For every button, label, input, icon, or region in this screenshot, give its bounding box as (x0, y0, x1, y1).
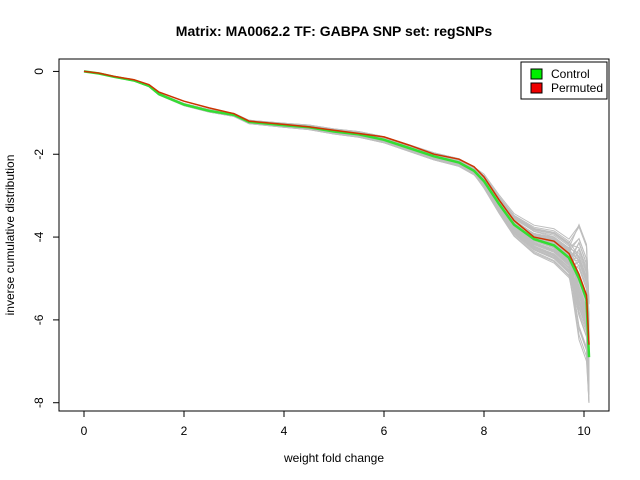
background-series-line (83, 70, 590, 340)
x-tick-label: 2 (181, 424, 188, 438)
background-series-line (83, 70, 590, 338)
background-series-line (83, 70, 590, 342)
x-tick-label: 8 (481, 424, 488, 438)
legend-swatch (530, 68, 543, 80)
background-series-line (83, 70, 590, 331)
background-series-line (83, 70, 590, 305)
main-series-group (83, 70, 591, 358)
background-series-line (83, 70, 590, 339)
legend-label: Control (551, 67, 590, 81)
background-series-line (83, 70, 590, 322)
y-axis-label: inverse cumulative distribution (3, 155, 17, 316)
background-series-line (83, 70, 590, 330)
x-tick-label: 6 (381, 424, 388, 438)
background-series-line (83, 70, 590, 326)
y-axis: 0 -2 -4 -6 -8 (32, 68, 60, 408)
legend-swatch (530, 82, 543, 94)
background-series-line (83, 70, 590, 348)
background-series-line (83, 70, 590, 403)
chart-title: Matrix: MA0062.2 TF: GABPA SNP set: regS… (176, 23, 493, 39)
background-series-line (83, 70, 590, 303)
legend-label: Permuted (551, 81, 603, 95)
background-series-line (83, 70, 590, 317)
y-tick-label: -6 (32, 314, 46, 325)
x-tick-label: 4 (281, 424, 288, 438)
background-series-line (83, 70, 590, 341)
y-tick-label: -4 (32, 231, 46, 242)
background-series-line (83, 70, 590, 335)
background-series-line (83, 70, 590, 341)
control-series-line (83, 70, 591, 358)
background-series-group (83, 70, 590, 403)
background-series-line (83, 70, 590, 322)
y-tick-label: -2 (32, 149, 46, 160)
background-series-line (83, 70, 590, 335)
background-series-line (83, 70, 590, 403)
x-axis-label: weight fold change (283, 451, 384, 465)
x-axis: 0 2 4 6 8 10 (81, 410, 591, 438)
background-series-line (83, 70, 590, 403)
background-series-line (83, 70, 590, 303)
background-series-line (83, 70, 590, 329)
y-tick-label: -8 (32, 397, 46, 408)
background-series-line (83, 70, 590, 337)
x-tick-label: 0 (81, 424, 88, 438)
background-series-line (83, 70, 590, 336)
background-series-line (83, 70, 590, 403)
background-series-line (83, 70, 590, 317)
permuted-series-line (83, 70, 590, 345)
y-tick-label: 0 (32, 68, 46, 75)
background-series-line (83, 70, 590, 403)
background-series-line (83, 70, 590, 345)
x-tick-label: 10 (577, 424, 591, 438)
background-series-line (83, 70, 590, 323)
background-series-line (83, 70, 590, 346)
